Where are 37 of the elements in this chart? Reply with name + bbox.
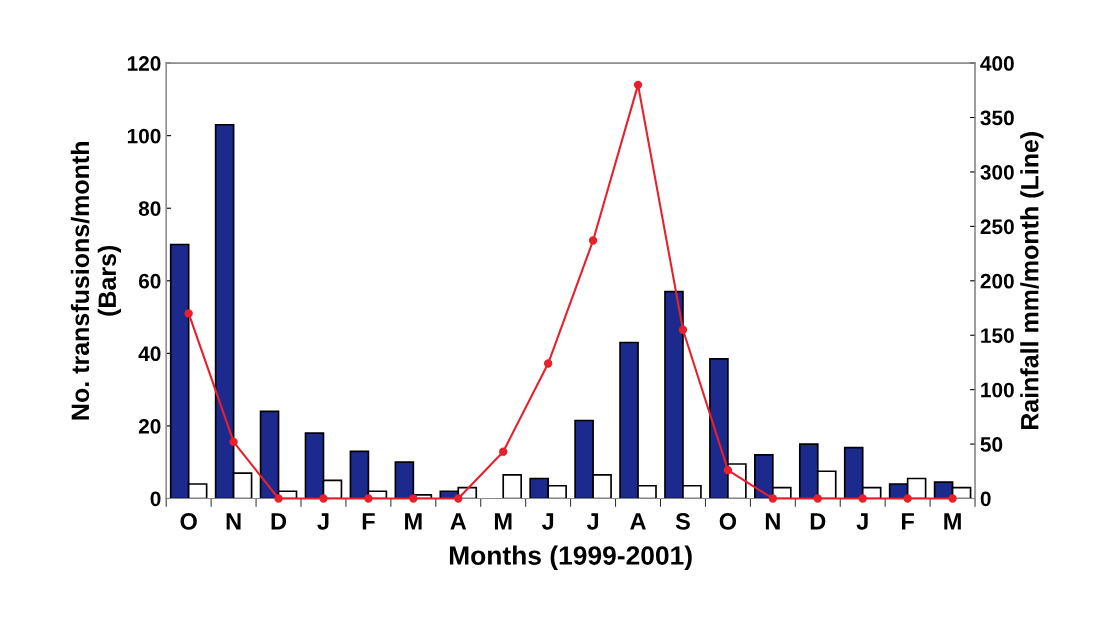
x-tick-label: O	[719, 513, 737, 530]
x-tick-label: J	[586, 513, 599, 530]
x-tick-label: O	[180, 513, 197, 530]
x-tick-label: N	[226, 513, 241, 530]
y2-axis-title: Rainfall mm/month (Line)	[1020, 132, 1044, 430]
x-tick-label: D	[271, 513, 287, 530]
y-tick-label: 0	[150, 491, 161, 507]
y2-tick-label: 400	[980, 56, 1014, 71]
x-tick-label: S	[675, 513, 690, 530]
x-tick-label: M	[405, 513, 422, 530]
x-tick-label: A	[450, 513, 467, 530]
y-axis-title: No. transfusions/month (Bars)	[70, 142, 122, 420]
y2-tick-label: 250	[980, 219, 1014, 235]
y-tick-label: 120	[127, 56, 161, 71]
x-tick-label: A	[630, 513, 646, 530]
x-tick-label: F	[902, 513, 914, 530]
y2-tick-label: 0	[980, 491, 991, 507]
y2-tick-label: 350	[980, 110, 1014, 126]
y2-tick-label: 150	[981, 328, 1014, 343]
x-tick-label: J	[317, 513, 329, 530]
y-tick-label: 40	[138, 346, 161, 362]
y2-tick-label: 50	[980, 437, 1003, 452]
y2-tick-label: 100	[981, 382, 1014, 398]
y2-tick-label: 200	[980, 273, 1014, 289]
x-tick-label: J	[541, 513, 554, 530]
x-tick-label: M	[944, 513, 961, 530]
x-tick-label: F	[362, 513, 375, 530]
y-tick-label: 60	[138, 273, 161, 289]
x-tick-label: M	[494, 513, 512, 530]
y-tick-label: 20	[138, 418, 161, 434]
x-axis-title: Months (1999-2001)	[449, 545, 692, 571]
y-tick-label: 100	[127, 128, 161, 144]
x-tick-label: D	[810, 513, 826, 530]
x-tick-label: N	[765, 513, 780, 530]
y2-tick-label: 300	[980, 164, 1014, 180]
y-tick-label: 80	[138, 201, 161, 216]
x-tick-label: J	[856, 513, 868, 530]
